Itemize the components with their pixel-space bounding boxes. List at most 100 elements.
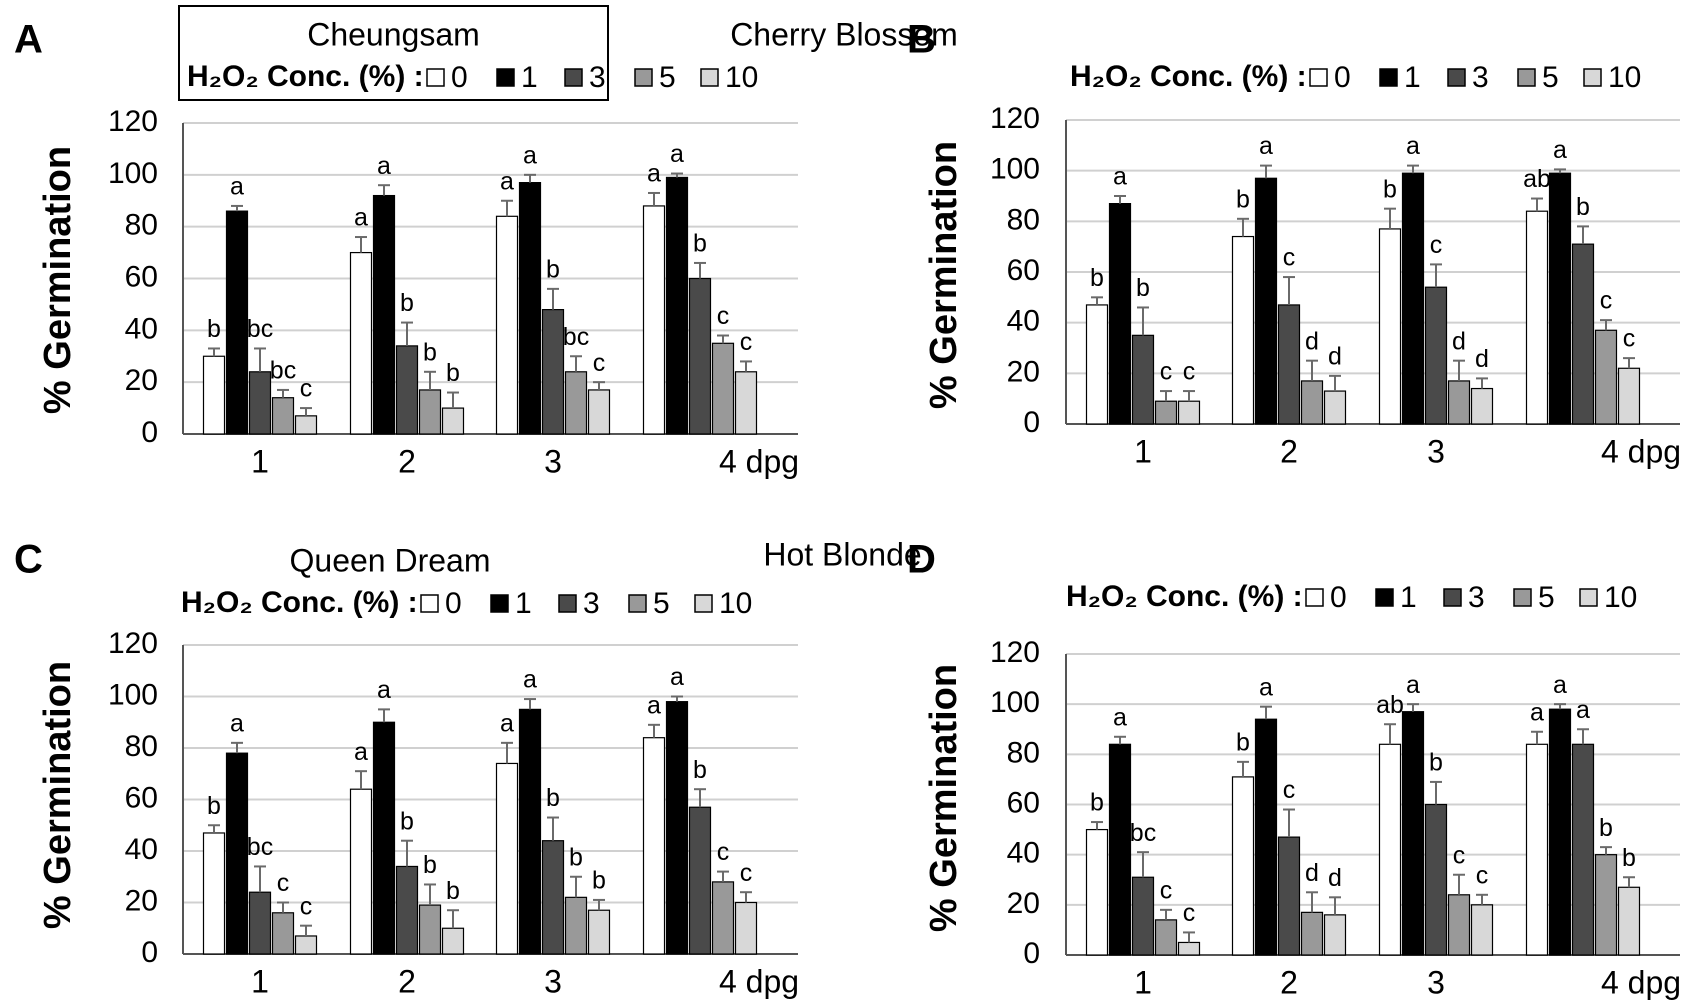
y-tick-label: 80 bbox=[1007, 736, 1040, 769]
y-tick-label: 120 bbox=[990, 102, 1040, 135]
y-tick-label: 60 bbox=[125, 260, 158, 293]
y-tick-label: 20 bbox=[1007, 355, 1040, 388]
y-tick-label: 120 bbox=[990, 636, 1040, 669]
significance-label: a bbox=[1259, 132, 1273, 160]
legend-label-5: 5 bbox=[659, 61, 676, 94]
significance-label: b bbox=[446, 359, 460, 387]
bar-conc-0-day-2 bbox=[349, 251, 373, 435]
bar-conc-10-day-1 bbox=[294, 935, 318, 955]
legend-swatch-3 bbox=[1447, 68, 1466, 87]
significance-label: a bbox=[1553, 136, 1567, 164]
bar-conc-1-day-2 bbox=[372, 721, 396, 955]
legend-swatch-0 bbox=[420, 594, 439, 613]
bar-conc-5-day-3 bbox=[1447, 894, 1471, 956]
bar-conc-0-day-4 bbox=[1525, 743, 1549, 956]
significance-label: b bbox=[1090, 264, 1104, 292]
bar-conc-1-day-3 bbox=[518, 182, 542, 435]
legend-label-3: 3 bbox=[589, 61, 606, 94]
significance-label: a bbox=[523, 666, 537, 694]
significance-label: c bbox=[300, 892, 313, 920]
significance-label: b bbox=[207, 315, 221, 343]
bar-conc-1-day-3 bbox=[1401, 172, 1425, 425]
panel-letter: D bbox=[907, 538, 936, 582]
significance-label: b bbox=[1136, 274, 1150, 302]
bar-conc-3-day-4 bbox=[688, 806, 712, 955]
significance-label: b bbox=[1429, 749, 1443, 777]
bar-conc-0-day-1 bbox=[1085, 828, 1109, 956]
bar-conc-1-day-1 bbox=[225, 752, 249, 955]
significance-label: a bbox=[1530, 698, 1544, 726]
significance-label: c bbox=[1623, 325, 1636, 353]
bar-conc-10-day-4 bbox=[734, 371, 758, 435]
y-axis-label: % Germination bbox=[37, 661, 79, 929]
legend-label-0: 0 bbox=[1334, 61, 1351, 94]
legend-label-10: 10 bbox=[1608, 61, 1641, 94]
legend-title: H₂O₂ Conc. (%) : bbox=[1066, 580, 1303, 613]
bar-conc-0-day-1 bbox=[1085, 304, 1109, 425]
x-tick-label: 2 bbox=[398, 963, 416, 999]
y-axis-label: % Germination bbox=[923, 141, 965, 409]
bar-conc-3-day-1 bbox=[248, 891, 272, 955]
bar-conc-3-day-2 bbox=[1277, 836, 1301, 956]
bar-conc-0-day-3 bbox=[1378, 743, 1402, 956]
bar-conc-3-day-1 bbox=[1131, 334, 1155, 425]
significance-label: c bbox=[1183, 358, 1196, 386]
x-tick-label: 3 bbox=[544, 443, 562, 479]
x-tick-label: 4 dpg bbox=[1601, 964, 1681, 1000]
x-tick-label: 3 bbox=[544, 963, 562, 999]
bar-conc-3-day-4 bbox=[688, 277, 712, 435]
significance-label: a bbox=[1553, 671, 1567, 699]
significance-label: a bbox=[1259, 673, 1273, 701]
significance-label: bc bbox=[563, 323, 589, 351]
legend-swatch-3 bbox=[558, 594, 577, 613]
y-axis-label: % Germination bbox=[37, 146, 79, 414]
legend-label-5: 5 bbox=[653, 587, 670, 620]
significance-label: a bbox=[377, 676, 391, 704]
significance-label: b bbox=[207, 792, 221, 820]
bar-conc-0-day-4 bbox=[1525, 210, 1549, 425]
bar-conc-1-day-2 bbox=[1254, 177, 1278, 425]
bar-conc-5-day-4 bbox=[1594, 854, 1618, 956]
bar-conc-0-day-2 bbox=[1231, 776, 1255, 956]
significance-label: b bbox=[423, 851, 437, 879]
legend-swatch-5 bbox=[1513, 588, 1532, 607]
legend-label-0: 0 bbox=[1330, 581, 1347, 614]
bar-conc-3-day-2 bbox=[395, 345, 419, 435]
bar-conc-5-day-2 bbox=[1300, 911, 1324, 956]
y-tick-label: 0 bbox=[141, 416, 158, 449]
bar-conc-10-day-1 bbox=[294, 415, 318, 435]
significance-label: a bbox=[230, 709, 244, 737]
bar-conc-1-day-4 bbox=[1548, 172, 1572, 425]
significance-label: b bbox=[1236, 185, 1250, 213]
legend-swatch-5 bbox=[634, 68, 653, 87]
significance-label: d bbox=[1452, 327, 1466, 355]
significance-label: b bbox=[592, 867, 606, 895]
bar-conc-1-day-3 bbox=[518, 708, 542, 955]
bar-conc-10-day-4 bbox=[734, 901, 758, 955]
x-tick-label: 1 bbox=[251, 963, 269, 999]
significance-label: b bbox=[569, 843, 583, 871]
significance-label: b bbox=[423, 338, 437, 366]
bar-conc-5-day-1 bbox=[1154, 919, 1178, 956]
significance-label: c bbox=[740, 859, 753, 887]
bar-conc-3-day-3 bbox=[1424, 286, 1448, 425]
legend-label-10: 10 bbox=[719, 587, 752, 620]
bar-conc-5-day-2 bbox=[1300, 380, 1324, 425]
significance-label: d bbox=[1305, 859, 1319, 887]
bar-conc-3-day-1 bbox=[248, 371, 272, 435]
significance-label: d bbox=[1305, 327, 1319, 355]
y-tick-label: 20 bbox=[1007, 887, 1040, 920]
bar-conc-3-day-2 bbox=[395, 865, 419, 955]
significance-label: bc bbox=[247, 315, 273, 343]
legend-swatch-10 bbox=[700, 68, 719, 87]
y-tick-label: 60 bbox=[1007, 254, 1040, 287]
significance-label: b bbox=[1383, 175, 1397, 203]
y-axis-label: % Germination bbox=[923, 664, 965, 932]
legend-swatch-10 bbox=[694, 594, 713, 613]
significance-label: bc bbox=[270, 357, 296, 385]
legend-label-1: 1 bbox=[521, 61, 538, 94]
significance-label: c bbox=[1600, 287, 1613, 315]
significance-label: c bbox=[300, 375, 313, 403]
x-tick-label: 2 bbox=[398, 443, 416, 479]
